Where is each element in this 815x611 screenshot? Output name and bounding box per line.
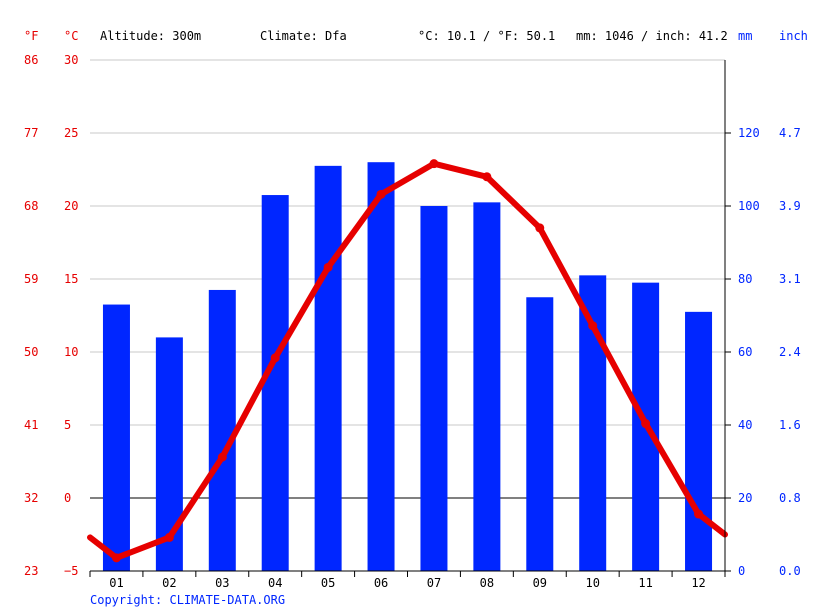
x-tick-label: 09 [533, 576, 547, 590]
unit-f-label: °F [24, 29, 38, 43]
grid-lines [90, 59, 725, 499]
temp-series-line [87, 160, 728, 561]
right-tick-inch: 0.0 [779, 564, 801, 578]
temp-point [482, 172, 492, 182]
right-tick-mm: 20 [738, 491, 752, 505]
x-tick-label: 06 [374, 576, 388, 590]
x-tick-label: 03 [215, 576, 229, 590]
temp-point [323, 262, 333, 272]
left-tick-c: 10 [64, 345, 78, 359]
right-tick-inch: 3.1 [779, 272, 801, 286]
left-tick-c: −5 [64, 564, 78, 578]
climate-label: Climate: Dfa [260, 29, 347, 43]
left-tick-f: 50 [24, 345, 38, 359]
x-tick-label: 11 [638, 576, 652, 590]
precip-bar [420, 206, 448, 571]
x-tick-label: 04 [268, 576, 282, 590]
temp-point [270, 353, 280, 363]
precip-bar [314, 165, 342, 571]
right-tick-inch: 2.4 [779, 345, 801, 359]
x-tick-label: 05 [321, 576, 335, 590]
x-tick-label: 10 [585, 576, 599, 590]
precip-bar [367, 162, 395, 571]
left-tick-f: 32 [24, 491, 38, 505]
right-tick-inch: 4.7 [779, 126, 801, 140]
unit-c-label: °C [64, 29, 78, 43]
temp-point [535, 223, 545, 233]
x-tick-label: 02 [162, 576, 176, 590]
unit-mm-label: mm [738, 29, 752, 43]
x-tick-label: 12 [691, 576, 705, 590]
precip-bar [102, 304, 130, 571]
x-tick-label: 08 [480, 576, 494, 590]
left-tick-c: 25 [64, 126, 78, 140]
copyright-link[interactable]: Copyright: CLIMATE-DATA.ORG [90, 593, 285, 607]
precip-bar [685, 311, 713, 571]
left-tick-c: 15 [64, 272, 78, 286]
left-tick-c: 0 [64, 491, 71, 505]
right-tick-mm: 60 [738, 345, 752, 359]
temp-point [641, 419, 651, 429]
left-tick-f: 23 [24, 564, 38, 578]
left-tick-c: 30 [64, 53, 78, 67]
right-tick-inch: 3.9 [779, 199, 801, 213]
unit-inch-label: inch [779, 29, 808, 43]
temp-point [694, 509, 704, 519]
right-tick-mm: 0 [738, 564, 745, 578]
precip-bar [526, 297, 554, 571]
precip-bar [261, 195, 289, 572]
temp-point [111, 553, 121, 563]
altitude-label: Altitude: 300m [100, 29, 201, 43]
temp-point [164, 532, 174, 542]
right-tick-mm: 120 [738, 126, 760, 140]
left-tick-f: 59 [24, 272, 38, 286]
right-tick-mm: 100 [738, 199, 760, 213]
right-tick-inch: 0.8 [779, 491, 801, 505]
left-tick-f: 41 [24, 418, 38, 432]
temp-point [376, 189, 386, 199]
right-tick-mm: 40 [738, 418, 752, 432]
avg-temp-label: °C: 10.1 / °F: 50.1 [418, 29, 555, 43]
x-tick-label: 01 [109, 576, 123, 590]
precip-bars [102, 162, 713, 572]
left-tick-f: 86 [24, 53, 38, 67]
x-tick-label: 07 [427, 576, 441, 590]
precip-total-label: mm: 1046 / inch: 41.2 [576, 29, 728, 43]
right-tick-mm: 80 [738, 272, 752, 286]
temp-point [429, 159, 439, 169]
temp-point [217, 452, 227, 462]
left-tick-f: 68 [24, 199, 38, 213]
precip-bar [208, 289, 236, 571]
left-tick-c: 5 [64, 418, 71, 432]
left-tick-f: 77 [24, 126, 38, 140]
right-tick-inch: 1.6 [779, 418, 801, 432]
left-tick-c: 20 [64, 199, 78, 213]
temp-line [87, 159, 728, 563]
temp-point [588, 321, 598, 331]
precip-bar [473, 202, 501, 571]
